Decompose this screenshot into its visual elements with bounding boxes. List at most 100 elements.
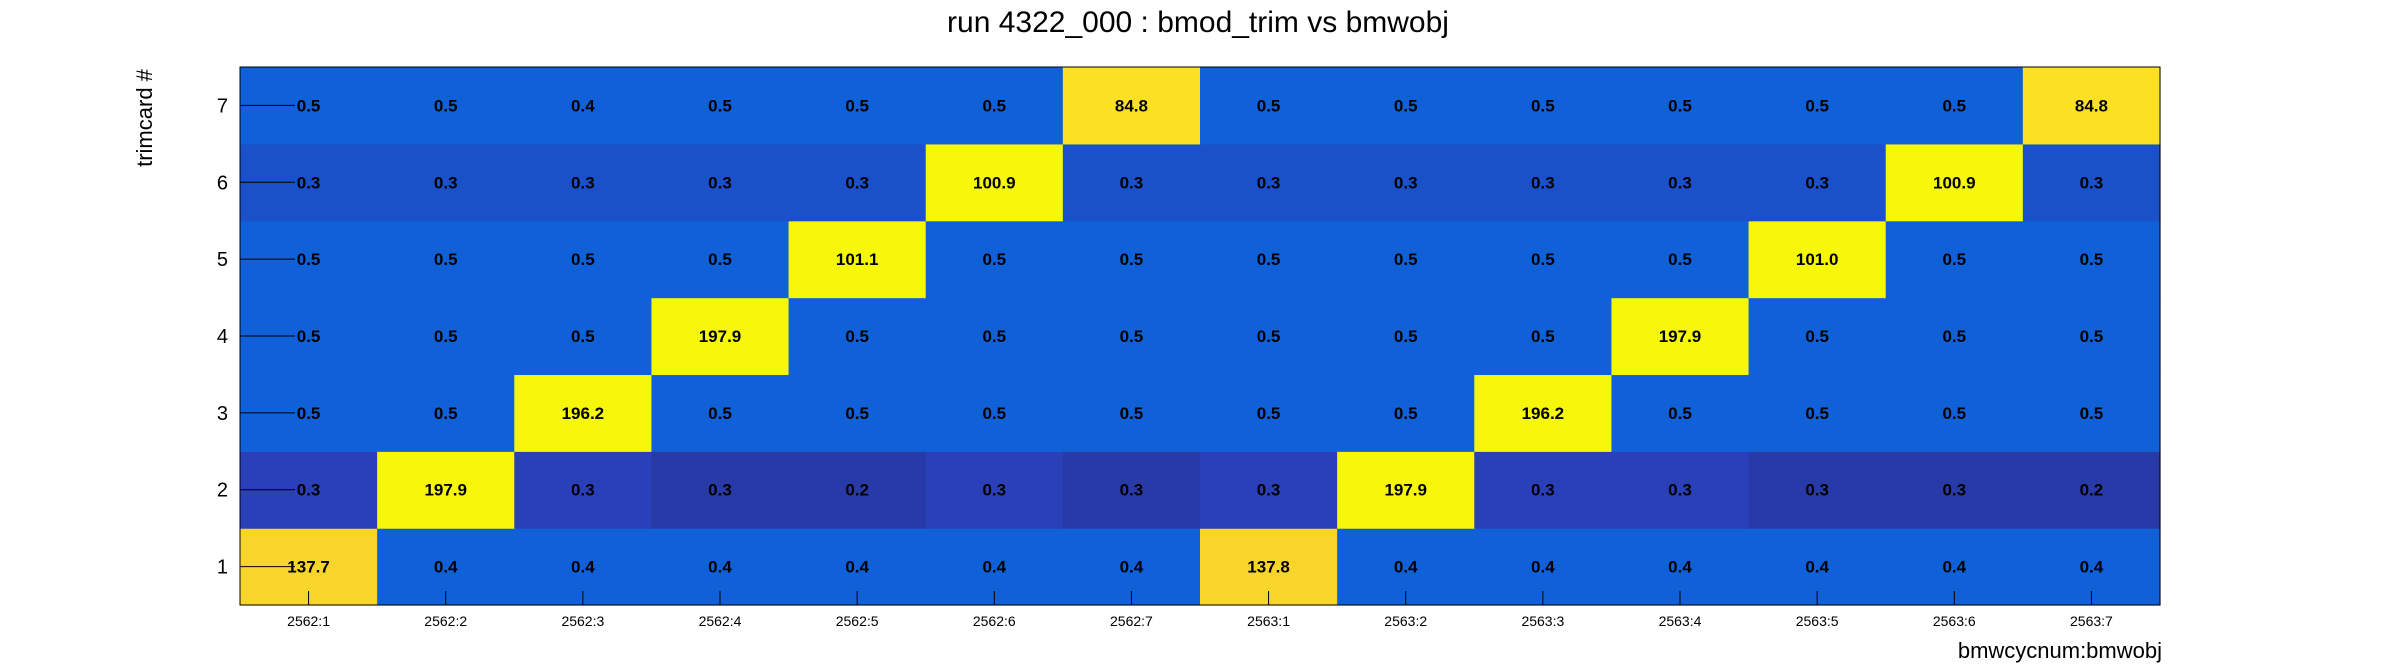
cell-value-label: 197.9 [424, 481, 467, 500]
cell-value-label: 0.5 [1394, 96, 1418, 115]
heatmap-cell [788, 220, 927, 299]
cell-value-label: 137.7 [287, 558, 330, 577]
heatmap-cell [2022, 374, 2161, 452]
heatmap-cell [1885, 374, 2024, 452]
cell-value-label: 137.8 [1247, 558, 1290, 577]
cell-value-label: 0.4 [708, 558, 732, 577]
cell-value-label: 0.5 [1668, 250, 1692, 269]
heatmap-cell [514, 67, 653, 145]
cell-value-label: 196.2 [1522, 404, 1565, 423]
cell-value-label: 0.5 [1257, 327, 1281, 346]
cell-value-label: 0.5 [1531, 327, 1555, 346]
heatmap-cell [1748, 451, 1887, 529]
heatmap-cells [240, 67, 2161, 606]
heatmap-cell [1748, 297, 1887, 376]
cell-value-label: 0.5 [1942, 327, 1966, 346]
cell-value-label: 0.3 [1257, 173, 1281, 192]
heatmap-cell [1474, 451, 1613, 529]
cell-value-label: 0.5 [1394, 327, 1418, 346]
heatmap-cell [1611, 451, 1750, 529]
cell-value-label: 0.5 [982, 327, 1006, 346]
cell-value-label: 0.3 [2080, 173, 2104, 192]
heatmap-cell [377, 67, 515, 145]
y-tick-label: 3 [217, 403, 228, 425]
heatmap-cell [651, 297, 790, 376]
cell-value-label: 0.4 [1942, 558, 1966, 577]
cell-value-label: 0.3 [1120, 481, 1144, 500]
heatmap-cell [1474, 297, 1613, 376]
x-tick-label: 2562:4 [699, 613, 742, 629]
x-tick-label: 2562:7 [1110, 613, 1153, 629]
cell-value-label: 0.5 [1805, 404, 1829, 423]
cell-value-label: 197.9 [1384, 481, 1427, 500]
cell-value-label: 0.2 [845, 481, 869, 500]
cell-value-label: 0.3 [845, 173, 869, 192]
cell-value-label: 0.5 [1531, 96, 1555, 115]
x-tick-label: 2563:6 [1933, 613, 1976, 629]
cell-value-label: 0.4 [571, 558, 595, 577]
cell-value-label: 0.4 [845, 558, 869, 577]
heatmap-cell [1337, 451, 1475, 529]
heatmap-cell [1200, 220, 1338, 299]
heatmap-cell [788, 374, 927, 452]
heatmap-cell [1200, 143, 1338, 222]
cell-value-label: 0.5 [2080, 327, 2104, 346]
heatmap-cell [514, 374, 653, 452]
heatmap-cell [1474, 143, 1613, 222]
heatmap-cell [788, 67, 927, 145]
cell-value-label: 0.5 [845, 404, 869, 423]
heatmap-cell [514, 451, 653, 529]
cell-value-label: 0.5 [1942, 250, 1966, 269]
cell-value-label: 0.5 [297, 327, 321, 346]
cell-value-label: 0.5 [1942, 404, 1966, 423]
cell-value-label: 0.4 [1668, 558, 1692, 577]
cell-value-label: 0.5 [2080, 404, 2104, 423]
cell-value-label: 101.1 [836, 250, 879, 269]
cell-value-label: 0.4 [2080, 558, 2104, 577]
cell-value-label: 0.3 [297, 481, 321, 500]
cell-value-label: 0.3 [1394, 173, 1418, 192]
cell-value-label: 197.9 [699, 327, 742, 346]
cell-value-label: 0.3 [571, 173, 595, 192]
cell-value-label: 0.5 [845, 327, 869, 346]
heatmap-cell [1337, 297, 1475, 376]
cell-value-label: 0.3 [434, 173, 458, 192]
heatmap-cell [1748, 143, 1887, 222]
heatmap-cell [2022, 451, 2161, 529]
heatmap-cell [377, 143, 515, 222]
cell-value-label: 0.5 [1120, 327, 1144, 346]
cell-value-label: 100.9 [973, 173, 1016, 192]
heatmap-cell [1062, 143, 1201, 222]
cell-value-label: 100.9 [1933, 173, 1976, 192]
cell-value-label: 0.2 [2080, 481, 2104, 500]
cell-value-label: 0.3 [1531, 481, 1555, 500]
heatmap-cell [1200, 67, 1338, 145]
heatmap-cell [1611, 67, 1750, 145]
x-tick-label: 2563:5 [1796, 613, 1839, 629]
heatmap-cell [1200, 297, 1338, 376]
heatmap-cell [1337, 143, 1475, 222]
heatmap-cell [925, 143, 1064, 222]
heatmap-cell [514, 143, 653, 222]
cell-value-label: 0.5 [297, 96, 321, 115]
cell-value-label: 0.5 [571, 250, 595, 269]
x-tick-label: 2563:2 [1384, 613, 1427, 629]
heatmap-cell [377, 374, 515, 452]
x-tick-label: 2563:3 [1521, 613, 1564, 629]
heatmap-cell [925, 451, 1064, 529]
heatmap-cell [1200, 374, 1338, 452]
cell-value-label: 0.3 [571, 481, 595, 500]
heatmap-cell [1474, 220, 1613, 299]
heatmap-cell [1611, 297, 1750, 376]
cell-value-label: 0.4 [434, 558, 458, 577]
y-tick-label: 5 [217, 249, 228, 271]
heatmap-cell [1062, 220, 1201, 299]
heatmap-cell [651, 143, 790, 222]
x-tick-label: 2562:6 [973, 613, 1016, 629]
cell-value-label: 0.5 [1942, 96, 1966, 115]
cell-value-label: 0.5 [708, 404, 732, 423]
cell-value-label: 0.4 [1531, 558, 1555, 577]
cell-value-label: 0.3 [1668, 481, 1692, 500]
cell-value-label: 0.3 [708, 481, 732, 500]
